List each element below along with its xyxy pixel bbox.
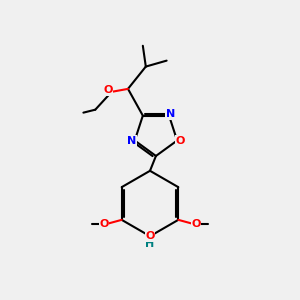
Text: H: H (146, 238, 154, 249)
Text: O: O (103, 85, 112, 95)
Text: N: N (166, 109, 175, 119)
Text: O: O (176, 136, 185, 146)
Text: O: O (145, 231, 155, 241)
Text: N: N (127, 136, 136, 146)
Text: O: O (99, 219, 109, 229)
Text: O: O (191, 219, 201, 229)
